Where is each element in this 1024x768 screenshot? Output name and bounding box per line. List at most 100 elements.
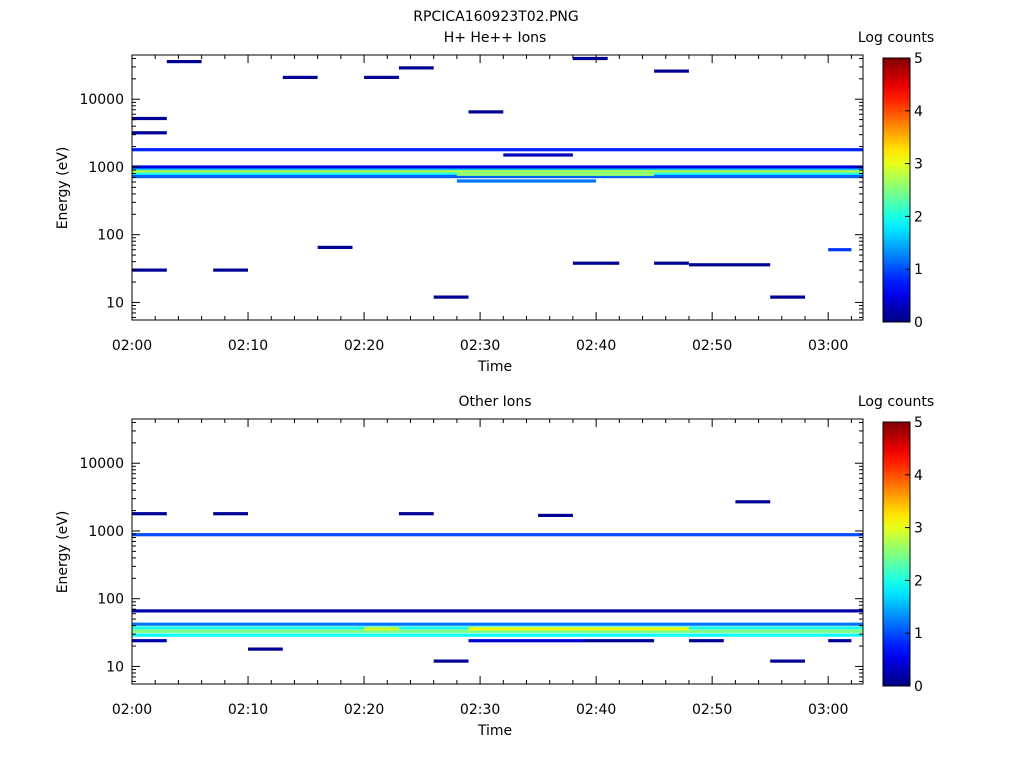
x-tick-label: 02:20 xyxy=(344,338,384,354)
y-tick-label: 10 xyxy=(106,659,124,675)
colorbar xyxy=(882,421,911,687)
x-tick-label: 02:00 xyxy=(112,338,152,354)
heatmap-cell xyxy=(213,512,248,516)
colorbar-tick-label: 0 xyxy=(914,315,923,331)
heatmap-cell xyxy=(132,622,863,626)
heatmap-cell xyxy=(364,75,399,79)
heatmap-cell xyxy=(456,172,655,176)
x-tick-label: 03:00 xyxy=(808,702,848,718)
heatmap-cell xyxy=(468,627,689,631)
x-tick-label: 02:40 xyxy=(576,338,616,354)
colorbar-tick-label: 5 xyxy=(914,415,923,431)
y-axis-label: Energy (eV) xyxy=(55,147,71,230)
heatmap-cell xyxy=(433,659,469,663)
heatmap-cell xyxy=(689,263,771,267)
heatmap-cell xyxy=(132,639,167,643)
x-tick-label: 02:30 xyxy=(460,338,500,354)
x-tick-label: 02:10 xyxy=(228,702,268,718)
y-tick-label: 1000 xyxy=(88,524,124,540)
heatmap-cell xyxy=(468,110,504,114)
spectrogram-cells xyxy=(132,500,863,663)
colorbar-label: Log counts xyxy=(858,394,934,410)
heatmap-cell xyxy=(132,512,167,516)
heatmap-cell xyxy=(572,261,620,265)
heatmap-cell xyxy=(689,639,724,643)
heatmap-cell xyxy=(364,627,399,631)
colorbar-tick-label: 1 xyxy=(914,262,923,278)
spectrogram-cells xyxy=(132,56,863,299)
heatmap-cell xyxy=(538,513,573,517)
panel-h-he-ions: H+ He++ Ions 02:00 02:10 02:20 02:30 02:40 02… xyxy=(55,30,934,375)
panel-other-ions: Other Ions 02:00 02:10 02:20 02:30 02:40 02:5… xyxy=(55,394,934,739)
panel-title: H+ He++ Ions xyxy=(444,30,547,46)
heatmap-cell xyxy=(770,295,805,299)
heatmap-cell xyxy=(132,175,863,179)
x-tick-label: 02:30 xyxy=(460,702,500,718)
heatmap-cell xyxy=(572,56,608,61)
heatmap-cell xyxy=(584,639,655,643)
colorbar-tick-label: 4 xyxy=(914,104,923,120)
y-tick-label: 10000 xyxy=(79,92,124,108)
heatmap-cell xyxy=(132,148,863,152)
heatmap-cell xyxy=(398,512,434,516)
y-tick-label: 100 xyxy=(97,592,124,608)
colorbar-tick-label: 1 xyxy=(914,626,923,642)
x-tick-label: 02:20 xyxy=(344,702,384,718)
x-axis-label: Time xyxy=(477,359,512,375)
heatmap-cell xyxy=(468,639,585,643)
y-tick-label: 100 xyxy=(97,228,124,244)
heatmap-cell xyxy=(132,533,863,537)
x-tick-label: 02:40 xyxy=(576,702,616,718)
colorbar-tick-label: 0 xyxy=(914,679,923,695)
heatmap-cell xyxy=(132,268,167,272)
x-axis-label: Time xyxy=(477,723,512,739)
heatmap-cell xyxy=(132,629,863,633)
heatmap-cell xyxy=(132,170,863,174)
heatmap-cell xyxy=(132,131,167,135)
plot-area xyxy=(132,419,863,684)
heatmap-cell xyxy=(398,66,434,70)
figure-title: RPCICA160923T02.PNG xyxy=(413,9,578,25)
colorbar-tick-label: 4 xyxy=(914,468,923,484)
heatmap-cell xyxy=(654,69,689,73)
colorbar xyxy=(882,57,911,323)
x-tick-label: 02:50 xyxy=(692,702,732,718)
colorbar-tick-label: 2 xyxy=(914,573,923,589)
heatmap-cell xyxy=(770,659,805,663)
colorbar-tick-label: 3 xyxy=(914,157,923,173)
heatmap-cell xyxy=(828,639,852,643)
colorbar-label: Log counts xyxy=(858,30,934,46)
heatmap-cell xyxy=(132,168,863,172)
plot-area xyxy=(132,55,863,320)
heatmap-cell xyxy=(132,633,863,637)
colorbar-tick-label: 3 xyxy=(914,521,923,537)
heatmap-cell xyxy=(282,75,318,79)
colorbar-ticks: 0 1 2 3 4 5 xyxy=(905,415,923,695)
y-axis-label: Energy (eV) xyxy=(55,511,71,594)
y-tick-label: 1000 xyxy=(88,160,124,176)
x-tick-label: 03:00 xyxy=(808,338,848,354)
heatmap-cell xyxy=(132,609,863,613)
x-tick-label: 02:10 xyxy=(228,338,268,354)
x-tick-label: 02:50 xyxy=(692,338,732,354)
x-tick-label: 02:00 xyxy=(112,702,152,718)
panel-title: Other Ions xyxy=(458,394,531,410)
heatmap-cell xyxy=(828,248,852,252)
y-tick-label: 10 xyxy=(106,295,124,311)
heatmap-cell xyxy=(248,647,283,651)
heatmap-cell xyxy=(654,261,689,265)
colorbar-ticks: 0 1 2 3 4 5 xyxy=(905,51,923,331)
colorbar-tick-label: 5 xyxy=(914,51,923,67)
y-tick-label: 10000 xyxy=(79,456,124,472)
heatmap-cell xyxy=(132,165,863,169)
heatmap-cell xyxy=(317,245,353,249)
heatmap-cell xyxy=(166,60,202,64)
heatmap-cell xyxy=(503,153,573,157)
colorbar-tick-label: 2 xyxy=(914,209,923,225)
heatmap-cell xyxy=(735,500,771,504)
heatmap-cell xyxy=(456,179,597,183)
axes: 02:00 02:10 02:20 02:30 02:40 02:50 03:00 10 100… xyxy=(79,419,863,718)
heatmap-cell xyxy=(433,295,469,299)
heatmap-cell xyxy=(132,116,167,121)
